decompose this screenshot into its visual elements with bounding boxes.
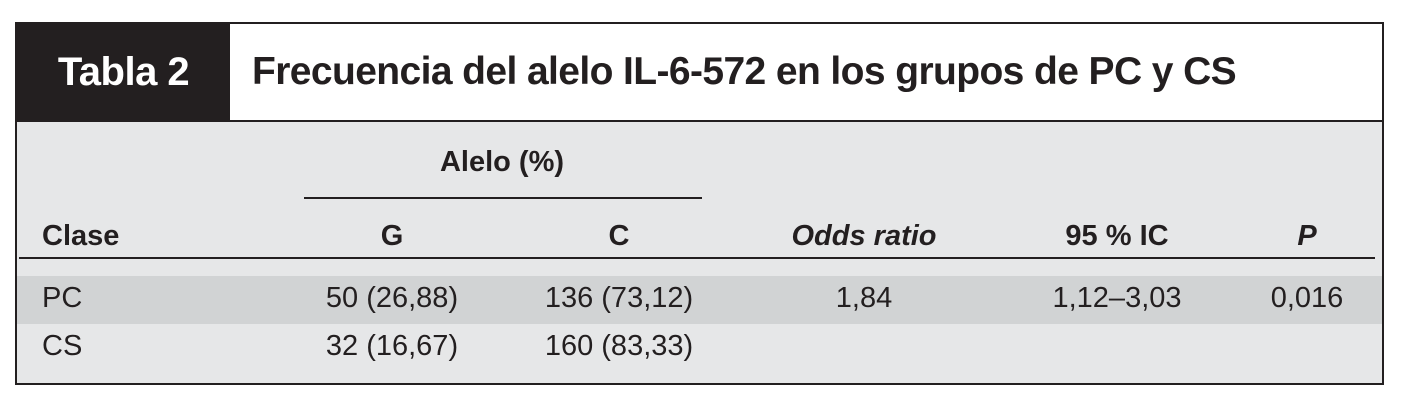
header-rule <box>19 257 1375 259</box>
cell-ic: 1,12–3,03 <box>1052 282 1182 314</box>
cell-c: 136 (73,12) <box>544 282 694 314</box>
col-header-g: G <box>380 220 404 252</box>
col-header-c: C <box>608 220 630 252</box>
title-band: Tabla 2 Frecuencia del alelo IL-6-572 en… <box>17 24 1382 122</box>
cell-g: 32 (16,67) <box>325 330 459 362</box>
table-row <box>17 276 1382 324</box>
table-frame: Tabla 2 Frecuencia del alelo IL-6-572 en… <box>15 22 1384 385</box>
col-header-ic: 95 % IC <box>1065 220 1169 252</box>
table-title: Frecuencia del alelo IL-6-572 en los gru… <box>252 50 1237 93</box>
cell-clase: CS <box>42 330 83 362</box>
cell-clase: PC <box>42 282 83 314</box>
cell-odds-ratio: 1,84 <box>835 282 893 314</box>
cell-c: 160 (83,33) <box>544 330 694 362</box>
cell-p: 0,016 <box>1270 282 1344 314</box>
col-header-p: P <box>1297 220 1317 252</box>
col-header-odds-ratio: Odds ratio <box>791 220 937 252</box>
group-header-rule <box>304 197 702 199</box>
table-label: Tabla 2 <box>17 24 230 120</box>
col-header-clase: Clase <box>42 220 120 252</box>
group-header-alelo: Alelo (%) <box>439 146 565 178</box>
cell-g: 50 (26,88) <box>325 282 459 314</box>
